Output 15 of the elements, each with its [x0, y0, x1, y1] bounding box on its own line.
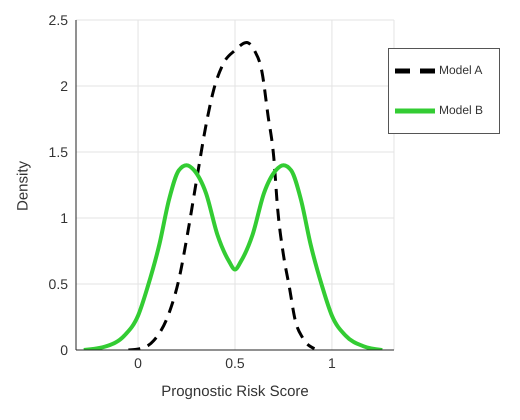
y-axis-title: Density	[14, 160, 32, 211]
x-tick-label: 0	[134, 354, 142, 371]
x-axis-title: Prognostic Risk Score	[161, 383, 309, 400]
x-tick-label: 0.5	[225, 354, 245, 371]
y-tick-label: 0.5	[48, 276, 68, 292]
y-tick-label: 0	[60, 342, 68, 358]
legend-label: Model A	[438, 63, 482, 78]
y-tick-label: 2	[60, 78, 68, 94]
y-tick-label: 1.5	[48, 144, 68, 160]
legend-label: Model B	[438, 103, 483, 118]
y-tick-label: 1	[60, 210, 68, 226]
line-series	[126, 40, 316, 350]
y-tick-label: 2.5	[48, 12, 68, 28]
x-tick-label: 1	[328, 354, 336, 371]
line-series	[82, 163, 384, 350]
